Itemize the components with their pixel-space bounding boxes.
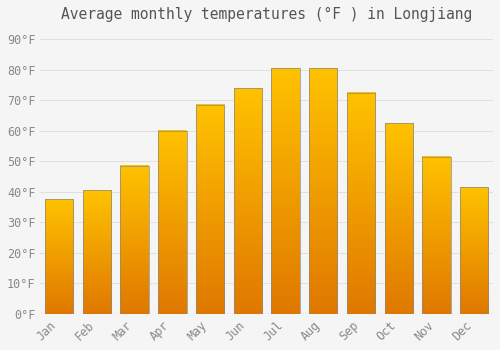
Bar <box>460 187 488 314</box>
Bar <box>309 68 338 314</box>
Bar <box>384 123 413 314</box>
Bar <box>120 166 149 314</box>
Bar <box>347 93 375 314</box>
Bar <box>83 190 111 314</box>
Bar <box>45 199 74 314</box>
Bar <box>272 68 299 314</box>
Bar <box>234 88 262 314</box>
Bar <box>158 131 186 314</box>
Bar <box>196 105 224 314</box>
Title: Average monthly temperatures (°F ) in Longjiang: Average monthly temperatures (°F ) in Lo… <box>61 7 472 22</box>
Bar <box>422 157 450 314</box>
